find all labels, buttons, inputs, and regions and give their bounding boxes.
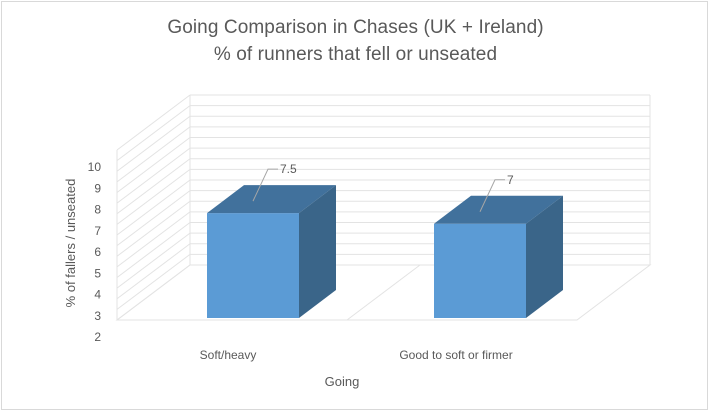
side-gridline [116, 211, 191, 268]
y-tick-label: 9 [94, 181, 101, 195]
bar-front [207, 213, 299, 318]
chart-subtitle: % of runners that fell or unseated [213, 44, 498, 65]
side-gridline [116, 232, 191, 289]
y-tick-label: 3 [94, 309, 101, 323]
side-gridline [116, 222, 191, 278]
data-label-leader [252, 168, 278, 202]
data-labels-group: 7.57 [252, 162, 514, 212]
side-gridline [116, 147, 191, 204]
data-label: 7.5 [280, 162, 297, 176]
side-gridline [116, 168, 191, 225]
side-gridline [116, 200, 191, 257]
side-gridline [116, 158, 191, 215]
side-gridline [116, 126, 191, 183]
x-tick-label: Soft/heavy [200, 348, 257, 362]
bars-group [207, 185, 563, 318]
y-tick-label: 7 [94, 224, 101, 238]
side-wall-grid [116, 94, 191, 321]
side-gridline [116, 105, 191, 162]
bar-top [434, 195, 563, 224]
y-tick-label: 10 [88, 160, 102, 174]
x-tick-label: Good to soft or firmer [399, 348, 512, 362]
side-gridline [116, 94, 191, 151]
side-gridline [116, 253, 191, 310]
chart-title: Going Comparison in Chases (UK + Ireland… [167, 17, 544, 38]
data-label: 7 [507, 173, 514, 187]
side-gridline [116, 243, 191, 300]
y-tick-label: 5 [94, 266, 101, 280]
y-tick-label: 4 [94, 288, 101, 302]
y-tick-label: 2 [94, 330, 101, 344]
side-gridline [116, 190, 191, 247]
x-axis-label: Going [325, 374, 360, 389]
y-tick-labels: 2 3 4 5 6 7 8 9 10 [88, 160, 102, 344]
floor-outline [115, 264, 652, 321]
data-label-leader [479, 179, 505, 212]
bar-side [526, 195, 563, 318]
floor-divider [346, 264, 421, 321]
bar-front [434, 223, 526, 318]
y-tick-label: 8 [94, 203, 101, 217]
bar-top [207, 185, 336, 214]
x-tick-labels: Soft/heavy Good to soft or firmer [200, 348, 513, 362]
floor-grid [115, 264, 652, 321]
side-gridline [116, 115, 191, 172]
y-tick-label: 6 [94, 245, 101, 259]
side-gridline [116, 179, 191, 236]
bar-side [299, 185, 336, 318]
side-gridline [116, 137, 191, 193]
y-axis-label: % of fallers / unseated [63, 179, 78, 308]
